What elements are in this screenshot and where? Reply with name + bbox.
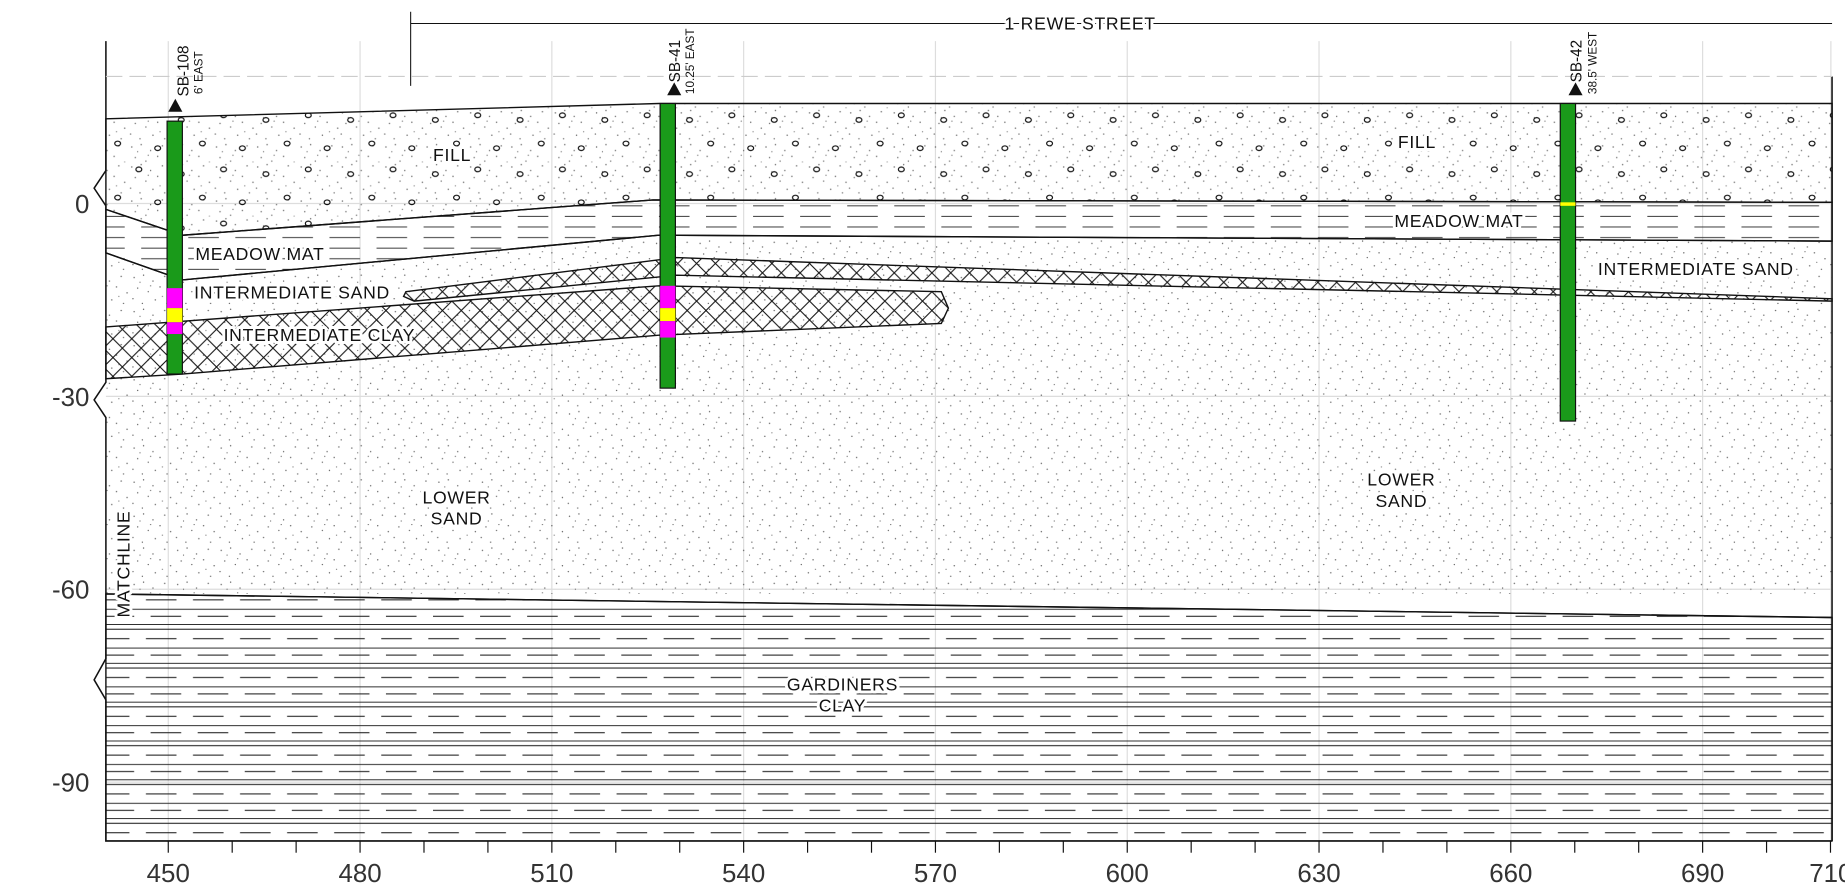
layer-label: SAND xyxy=(1375,491,1427,511)
sample xyxy=(167,322,182,334)
x-tick-label: 540 xyxy=(722,860,765,888)
y-tick-label: -60 xyxy=(52,577,89,605)
layer-label: SAND xyxy=(431,509,483,529)
gardiners-clay xyxy=(106,594,1832,841)
sample xyxy=(167,288,182,308)
boring-log xyxy=(167,121,182,374)
layer-label: LOWER xyxy=(1367,470,1435,490)
layer-label: FILL xyxy=(433,145,471,165)
layer-label: CLAY xyxy=(819,696,867,716)
x-tick-label: 510 xyxy=(530,860,573,888)
layer-label: MEADOW MAT xyxy=(1394,211,1523,231)
layer-label: INTERMEDIATE CLAY xyxy=(224,325,416,345)
x-tick-label: 600 xyxy=(1106,860,1149,888)
cross-section: 1 REWE STREET MATCHLINE SB-108 6' EAST S… xyxy=(0,0,1845,888)
page: {"header": {"title": "1 REWE STREET"}, "… xyxy=(0,0,1845,888)
x-tick-label: 660 xyxy=(1489,860,1532,888)
boring-offset: 10.25' EAST xyxy=(684,28,697,94)
marker xyxy=(168,99,182,112)
boring-offset: 38.5' WEST xyxy=(1587,32,1600,94)
layer-label: FILL xyxy=(1398,132,1436,152)
layer-label: INTERMEDIATE SAND xyxy=(194,283,390,303)
sample xyxy=(660,321,675,337)
marker xyxy=(1568,82,1582,95)
x-tick-label: 630 xyxy=(1297,860,1340,888)
street-label: 1 REWE STREET xyxy=(1005,13,1156,33)
layer-label: INTERMEDIATE SAND xyxy=(1598,259,1794,279)
boring-log xyxy=(660,104,675,389)
sample xyxy=(660,286,675,308)
boring-log xyxy=(1560,104,1575,422)
layer-label: MEADOW MAT xyxy=(195,244,324,264)
sample xyxy=(167,308,182,322)
y-tick-label: 0 xyxy=(75,191,89,219)
matchline: MATCHLINE xyxy=(113,511,133,618)
layer-label: GARDINERS xyxy=(787,674,898,694)
sample xyxy=(1560,202,1575,206)
boring-id: SB-42 xyxy=(1568,40,1585,82)
x-tick-label: 450 xyxy=(147,860,190,888)
marker xyxy=(667,82,681,95)
layer-label: LOWER xyxy=(422,487,490,507)
x-tick-label: 480 xyxy=(338,860,381,888)
boring-id: SB-41 xyxy=(667,40,684,82)
sample xyxy=(660,308,675,321)
boring-id: SB-108 xyxy=(175,45,192,96)
boring-offset: 6' EAST xyxy=(192,51,205,94)
x-tick-label: 570 xyxy=(914,860,957,888)
y-tick-label: -30 xyxy=(52,384,89,412)
y-tick-label: -90 xyxy=(52,770,89,798)
x-tick-label: 690 xyxy=(1681,860,1724,888)
x-tick-label: 710 xyxy=(1809,860,1845,888)
